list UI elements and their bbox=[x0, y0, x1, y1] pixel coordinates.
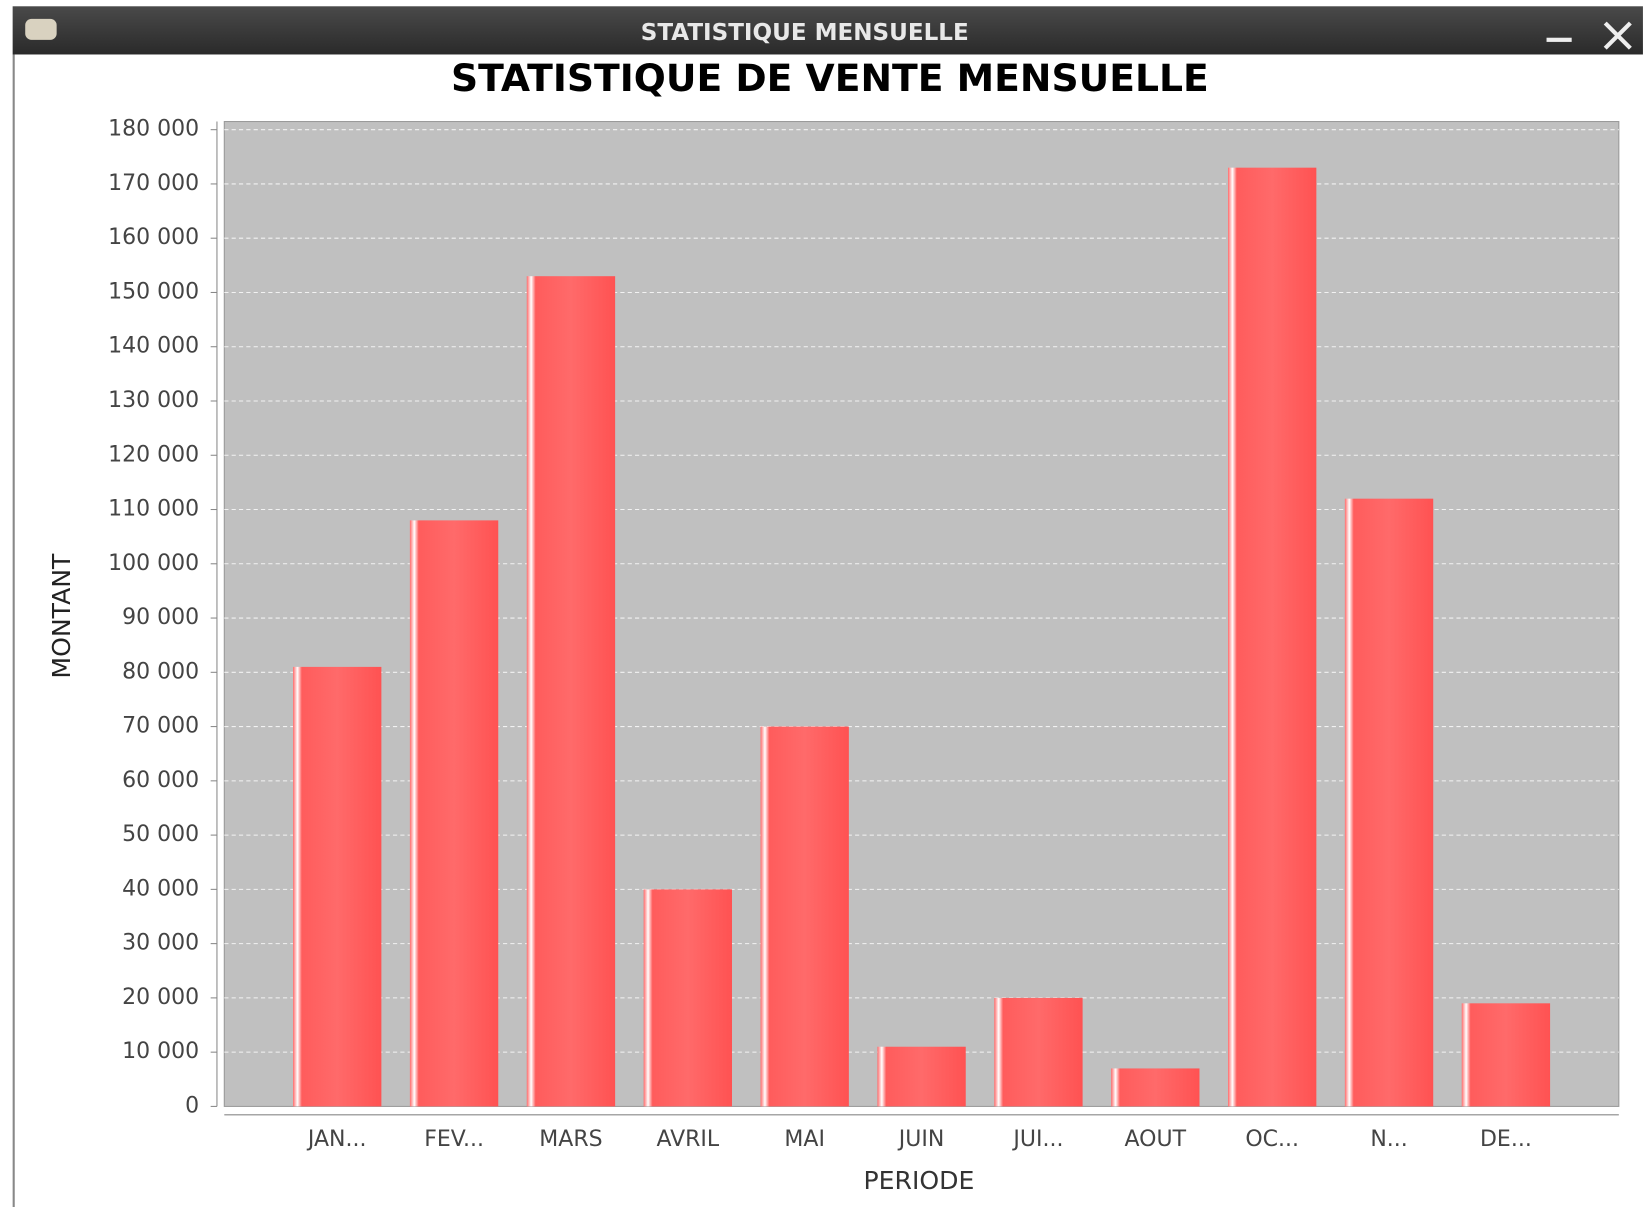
y-tick-label: 20 000 bbox=[122, 985, 199, 1010]
bar bbox=[994, 997, 1083, 1107]
x-tick-label: JUIN bbox=[897, 1127, 945, 1152]
bar bbox=[1344, 498, 1434, 1107]
y-tick-label: 60 000 bbox=[122, 768, 199, 793]
app-icon bbox=[25, 18, 57, 40]
bar bbox=[1461, 1003, 1551, 1107]
y-tick-label: 150 000 bbox=[108, 279, 199, 304]
x-axis-label: PERIODE bbox=[863, 1166, 974, 1195]
chart-title: STATISTIQUE DE VENTE MENSUELLE bbox=[451, 56, 1209, 100]
y-tick-label: 80 000 bbox=[122, 659, 199, 684]
y-tick-label: 120 000 bbox=[108, 442, 199, 467]
y-tick-label: 50 000 bbox=[122, 822, 199, 847]
title-bar bbox=[12, 6, 1643, 55]
y-tick-label: 10 000 bbox=[122, 1039, 199, 1064]
x-tick-label: MAI bbox=[784, 1127, 825, 1152]
x-tick-label: FEV... bbox=[424, 1127, 484, 1152]
window-border bbox=[12, 54, 15, 1207]
x-tick-label: N... bbox=[1370, 1127, 1407, 1152]
x-tick-label: JUI... bbox=[1011, 1127, 1063, 1152]
x-tick-label: MARS bbox=[539, 1127, 602, 1152]
y-tick-label: 130 000 bbox=[108, 388, 199, 413]
y-tick-label: 40 000 bbox=[122, 876, 199, 901]
bar bbox=[409, 520, 499, 1107]
y-tick-label: 160 000 bbox=[108, 225, 199, 250]
y-tick-label: 140 000 bbox=[108, 334, 199, 359]
close-button[interactable] bbox=[1603, 21, 1632, 50]
y-tick-label: 170 000 bbox=[108, 171, 199, 196]
x-tick-label: AOUT bbox=[1125, 1127, 1187, 1152]
bar bbox=[643, 889, 732, 1107]
x-tick-label: DE... bbox=[1480, 1127, 1532, 1152]
y-tick-label: 30 000 bbox=[122, 931, 199, 956]
minimize-button[interactable] bbox=[1546, 37, 1572, 42]
bar bbox=[1227, 167, 1317, 1107]
y-tick-label: 110 000 bbox=[108, 497, 199, 522]
y-tick-label: 90 000 bbox=[122, 605, 199, 630]
x-tick-label: JAN... bbox=[306, 1127, 367, 1152]
window-title: STATISTIQUE MENSUELLE bbox=[641, 20, 969, 46]
bar bbox=[293, 666, 382, 1107]
y-axis-label: MONTANT bbox=[47, 553, 76, 679]
bar bbox=[760, 726, 849, 1107]
x-tick-label: AVRIL bbox=[656, 1127, 719, 1152]
y-tick-label: 0 bbox=[185, 1093, 199, 1118]
y-tick-label: 180 000 bbox=[108, 117, 199, 142]
bar bbox=[877, 1046, 966, 1107]
y-tick-label: 100 000 bbox=[108, 551, 199, 576]
x-tick-label: OC... bbox=[1245, 1127, 1299, 1152]
y-tick-label: 70 000 bbox=[122, 714, 199, 739]
bar bbox=[1111, 1068, 1200, 1107]
bar bbox=[526, 276, 616, 1107]
